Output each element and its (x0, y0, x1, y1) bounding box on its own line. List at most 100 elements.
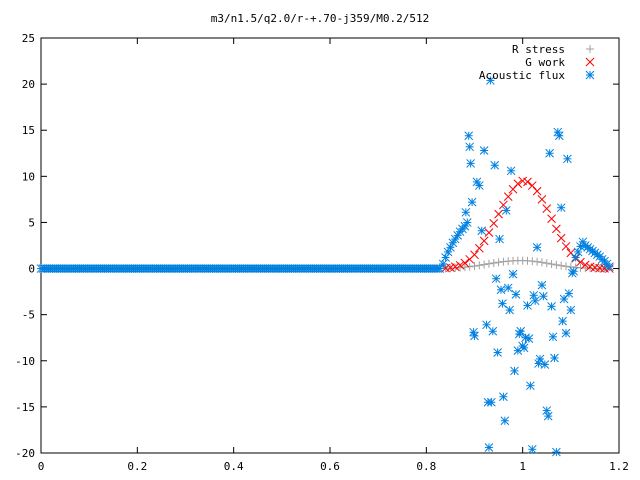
data-point (605, 262, 614, 272)
y-tick-label: 5 (28, 216, 35, 229)
data-point (474, 243, 484, 253)
data-point (562, 262, 571, 271)
x-tick-label: 1 (519, 460, 526, 473)
data-point (535, 354, 545, 364)
y-tick-label: -20 (15, 447, 35, 460)
y-tick-label: -10 (15, 355, 35, 368)
legend-label: G work (525, 56, 565, 69)
data-point (493, 348, 502, 357)
data-point (474, 181, 484, 190)
data-point (516, 326, 526, 336)
data-point (503, 192, 513, 201)
plot-frame (40, 37, 620, 454)
legend-marker (586, 45, 594, 53)
data-point (494, 258, 503, 267)
data-point (543, 411, 553, 421)
data-point (460, 258, 470, 268)
data-point (470, 331, 479, 341)
data-point (542, 406, 552, 415)
y-tick-label: 10 (22, 170, 35, 183)
data-point (470, 250, 479, 260)
data-point (554, 131, 564, 141)
data-point (566, 262, 575, 271)
data-point (552, 260, 561, 269)
data-point (552, 447, 561, 457)
data-point (561, 242, 571, 251)
data-point (475, 261, 484, 270)
data-point (537, 258, 546, 267)
legend-marker (585, 57, 595, 67)
data-point (552, 224, 561, 234)
data-point (557, 261, 566, 270)
data-point (528, 257, 537, 266)
data-marks (36, 76, 614, 457)
data-point (499, 392, 508, 402)
data-point (508, 269, 518, 279)
legend-label: R stress (512, 43, 565, 56)
data-point (489, 259, 498, 268)
data-point (537, 195, 547, 204)
data-point (537, 280, 547, 290)
y-tick-label: 0 (28, 263, 35, 276)
data-point (545, 148, 554, 158)
data-point (532, 186, 542, 196)
data-point (529, 290, 539, 300)
data-point (496, 285, 506, 295)
y-tick-label: -15 (15, 401, 35, 414)
data-point (539, 291, 548, 301)
y-tick-label: 15 (22, 124, 35, 137)
data-point (479, 236, 489, 246)
data-point (494, 209, 503, 219)
data-point (465, 142, 475, 152)
data-point (480, 260, 489, 269)
x-tick-label: 0.6 (320, 460, 340, 473)
data-point (466, 159, 476, 168)
data-point (465, 262, 474, 271)
data-point (503, 283, 513, 293)
data-point (532, 242, 542, 252)
data-point (505, 305, 515, 315)
data-point (542, 204, 552, 213)
series-g-work (441, 176, 614, 273)
x-tick-label: 0 (38, 460, 45, 473)
data-point (556, 203, 566, 213)
x-tick-label: 0.2 (127, 460, 147, 473)
data-point (500, 416, 510, 426)
data-point (506, 166, 516, 176)
x-tick-label: 1.2 (609, 460, 629, 473)
series-acoustic-flux (36, 76, 614, 457)
data-point (495, 234, 504, 244)
data-point (490, 160, 500, 170)
data-point (569, 266, 579, 276)
data-point (548, 332, 558, 342)
data-point (477, 226, 487, 236)
data-point (462, 218, 472, 227)
data-point (467, 197, 477, 207)
chart-title: m3/n1.5/q2.0/r-+.70-j359/M0.2/512 (211, 12, 430, 25)
data-point (510, 366, 519, 376)
data-point (523, 301, 532, 310)
data-point (564, 289, 574, 298)
data-point (563, 154, 572, 164)
data-point (527, 444, 537, 454)
data-point (556, 233, 566, 243)
data-point (491, 274, 501, 284)
data-point (479, 146, 489, 155)
data-point (435, 264, 445, 273)
legend-label: Acoustic flux (479, 69, 565, 82)
data-point (580, 260, 590, 270)
data-point (498, 299, 507, 308)
data-point (470, 262, 479, 271)
data-point (547, 302, 556, 311)
data-point (484, 259, 493, 268)
data-point (508, 184, 518, 194)
data-point (489, 219, 499, 228)
x-tick-label: 0.4 (224, 460, 244, 473)
data-point (487, 397, 496, 407)
axis-ticks: 0 0.2 0.4 0.6 0.8 1 1.2 25 20 15 10 5 0 -5 -10 -15 -20 (15, 32, 629, 473)
data-point (550, 353, 559, 363)
data-point (513, 179, 523, 189)
data-point (455, 260, 465, 270)
